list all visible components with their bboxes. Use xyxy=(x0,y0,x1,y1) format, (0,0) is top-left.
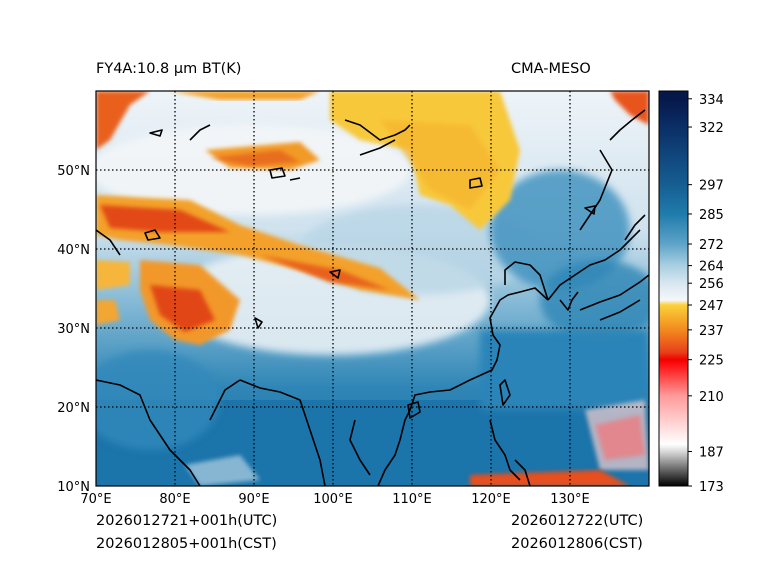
latitude-label: 40°N xyxy=(57,243,90,258)
colorbar-tick-label: 225 xyxy=(699,354,724,369)
longitude-label: 90°E xyxy=(238,492,269,507)
map-title: FY4A:10.8 µm BT(K) xyxy=(96,61,242,77)
model-name: CMA-MESO xyxy=(511,61,591,77)
colorbar-tick-label: 297 xyxy=(699,179,724,194)
init-time-cst: 2026012805+001h(CST) xyxy=(96,536,277,552)
map-frame xyxy=(95,90,650,487)
longitude-label: 110°E xyxy=(392,492,432,507)
colorbar-ticks: 334 322 297 285 272 264 256 247 237 225 210 187 173 xyxy=(688,93,724,495)
gridlines xyxy=(96,91,649,486)
colorbar-tick-label: 264 xyxy=(699,260,724,275)
colorbar-tick-label: 334 xyxy=(699,93,724,108)
coastlines xyxy=(96,109,649,486)
longitude-label: 100°E xyxy=(313,492,353,507)
colorbar-tick-label: 256 xyxy=(699,277,724,292)
latitude-label: 20°N xyxy=(57,401,90,416)
longitude-label: 80°E xyxy=(159,492,190,507)
latitude-label: 10°N xyxy=(57,480,90,495)
colorbar-tick-label: 237 xyxy=(699,324,724,339)
longitude-labels: 70°E 80°E 90°E 100°E 110°E 120°E 130°E xyxy=(80,492,589,507)
latitude-labels: 10°N 20°N 30°N 40°N 50°N xyxy=(57,164,90,495)
colorbar-tick-label: 322 xyxy=(699,121,724,136)
valid-time-utc: 2026012722(UTC) xyxy=(511,513,644,529)
colorbar-tick-label: 210 xyxy=(699,390,724,405)
colorbar-tick-label: 285 xyxy=(699,208,724,223)
brightness-temperature-field xyxy=(96,91,649,486)
latitude-label: 50°N xyxy=(57,164,90,179)
longitude-label: 130°E xyxy=(550,492,590,507)
valid-time-cst: 2026012806(CST) xyxy=(511,536,643,552)
colorbar-tick-label: 173 xyxy=(699,480,724,495)
colorbar xyxy=(658,90,689,487)
longitude-label: 70°E xyxy=(80,492,111,507)
colorbar-tick-label: 272 xyxy=(699,238,724,253)
colorbar-tick-label: 187 xyxy=(699,445,724,460)
init-time-utc: 2026012721+001h(UTC) xyxy=(96,513,278,529)
colorbar-tick-label: 247 xyxy=(699,299,724,314)
longitude-label: 120°E xyxy=(471,492,511,507)
latitude-label: 30°N xyxy=(57,322,90,337)
